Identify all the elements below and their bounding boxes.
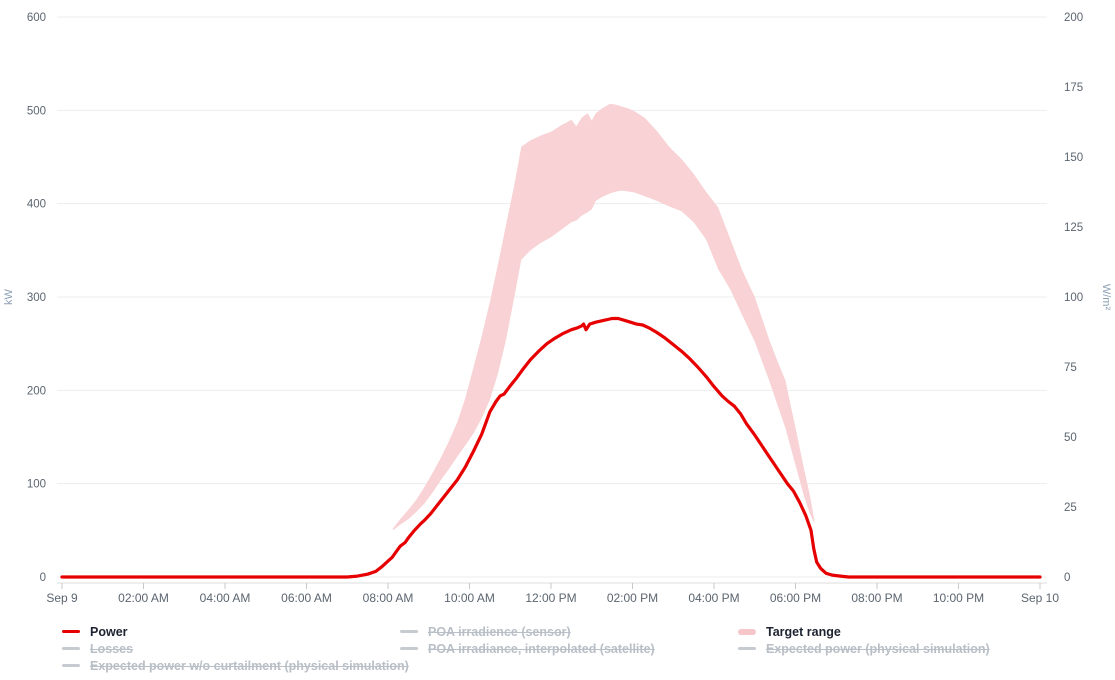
x-tick-label: 08:00 PM xyxy=(851,591,902,605)
left-tick-label: 0 xyxy=(40,572,46,584)
x-tick-label: 12:00 PM xyxy=(525,591,576,605)
left-tick-label: 400 xyxy=(27,199,46,211)
right-axis-unit: W/m² xyxy=(1100,284,1112,311)
x-tick-label: 10:00 PM xyxy=(933,591,984,605)
legend-column: Power Losses Expected power w/o curtailmen… xyxy=(62,623,409,674)
x-tick-label: 06:00 AM xyxy=(281,591,332,605)
legend-item-losses[interactable]: Losses xyxy=(62,640,400,657)
right-tick-label: 150 xyxy=(1064,152,1083,164)
legend-label: Power xyxy=(90,624,128,639)
right-tick-label: 50 xyxy=(1064,432,1077,444)
line-swatch-icon xyxy=(62,664,80,667)
legend-label: POA irradiance, interpolated (satellite) xyxy=(428,641,655,656)
target-range-band[interactable] xyxy=(392,103,815,531)
x-tick-label: 10:00 AM xyxy=(444,591,495,605)
right-tick-label: 0 xyxy=(1064,572,1070,584)
right-tick-label: 75 xyxy=(1064,362,1077,374)
right-tick-label: 175 xyxy=(1064,82,1083,94)
x-tick-label: 08:00 AM xyxy=(363,591,414,605)
right-tick-label: 125 xyxy=(1064,222,1083,234)
legend-column: Target range Expected power (physical sim… xyxy=(738,623,1099,674)
line-swatch-icon xyxy=(62,647,80,650)
chart-legend: Power Losses Expected power w/o curtailmen… xyxy=(62,623,1099,674)
band-swatch-icon xyxy=(738,628,756,635)
x-tick-label: Sep 10 xyxy=(1021,591,1059,605)
legend-label: Losses xyxy=(90,641,134,656)
legend-item-expected-power-physical-simulation[interactable]: Expected power (physical simulation) xyxy=(738,640,1099,657)
legend-label: Expected power w/o curtailment (physical… xyxy=(90,658,409,673)
left-tick-label: 300 xyxy=(27,292,46,304)
left-tick-label: 100 xyxy=(27,479,46,491)
right-tick-label: 100 xyxy=(1064,292,1083,304)
right-tick-label: 25 xyxy=(1064,502,1077,514)
legend-label: Expected power (physical simulation) xyxy=(766,641,990,656)
right-tick-label: 200 xyxy=(1064,12,1083,24)
x-tick-label: 06:00 PM xyxy=(770,591,821,605)
left-tick-label: 600 xyxy=(27,12,46,24)
line-swatch-icon xyxy=(738,647,756,650)
line-swatch-icon xyxy=(400,630,418,633)
x-tick-label: 04:00 AM xyxy=(200,591,251,605)
legend-item-poa-irradience-sensor[interactable]: POA irradience (sensor) xyxy=(400,623,738,640)
power-series-line[interactable] xyxy=(60,316,1042,579)
line-swatch-icon xyxy=(400,647,418,650)
legend-item-expected-power-w-o-curtailment-physical-[interactable]: Expected power w/o curtailment (physical… xyxy=(62,657,409,674)
x-tick-label: 04:00 PM xyxy=(688,591,739,605)
x-tick-label: Sep 9 xyxy=(46,591,78,605)
left-tick-label: 200 xyxy=(27,385,46,397)
left-tick-label: 500 xyxy=(27,105,46,117)
legend-item-power[interactable]: Power xyxy=(62,623,400,640)
legend-label: POA irradience (sensor) xyxy=(428,624,571,639)
x-tick-label: 02:00 AM xyxy=(118,591,169,605)
legend-item-poa-irradiance-interpolated-satellite[interactable]: POA irradiance, interpolated (satellite) xyxy=(400,640,738,657)
legend-item-target-range[interactable]: Target range xyxy=(738,623,1099,640)
line-swatch-icon xyxy=(62,630,80,633)
left-axis-unit: kW xyxy=(3,288,15,305)
x-tick-label: 02:00 PM xyxy=(607,591,658,605)
legend-column: POA irradience (sensor) POA irradiance, i… xyxy=(400,623,738,674)
legend-label: Target range xyxy=(766,624,841,639)
power-chart: Sep 9 02:00 AM 04:00 AM 06:00 AM 08:00 AM 10:… xyxy=(3,12,1112,605)
